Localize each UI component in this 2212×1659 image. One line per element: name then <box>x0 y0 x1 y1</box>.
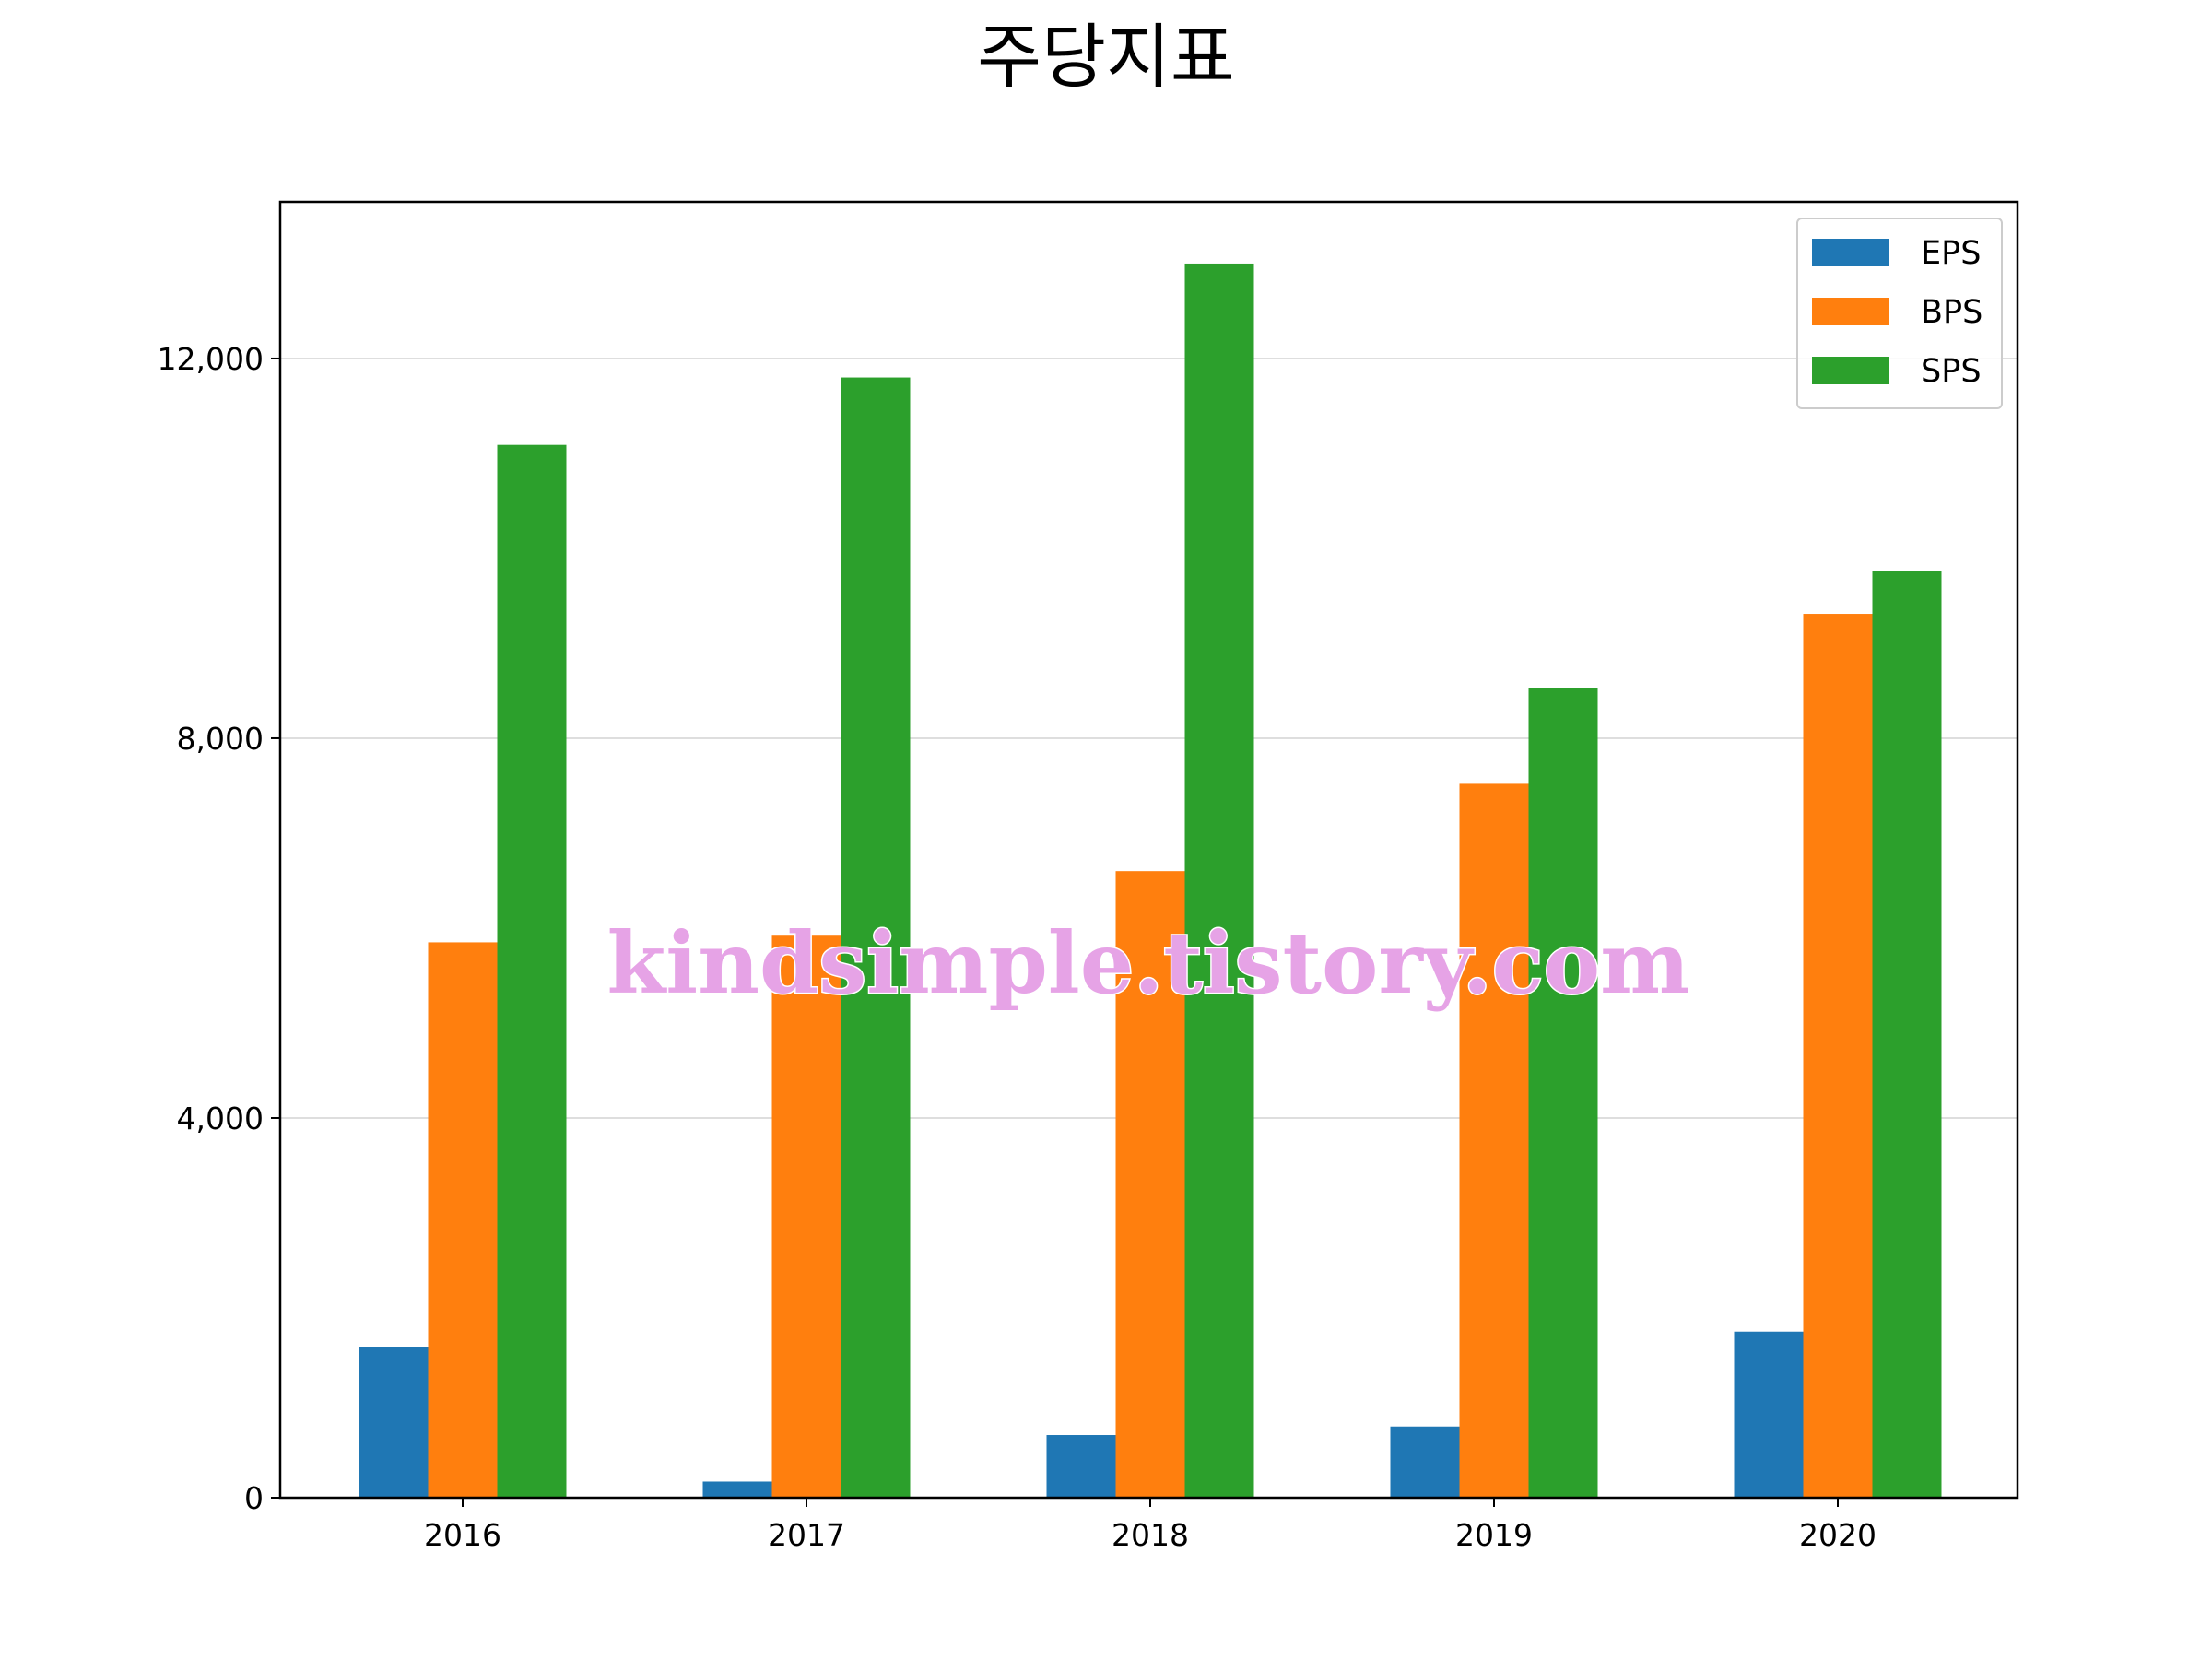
x-tick-label-2018: 2018 <box>1112 1517 1189 1553</box>
bar-bps-2017 <box>771 935 841 1498</box>
bar-sps-2019 <box>1528 688 1598 1498</box>
x-tick-label-2017: 2017 <box>768 1517 845 1553</box>
legend-swatch-sps <box>1812 357 1889 384</box>
y-tick-label-3: 12,000 <box>158 341 264 377</box>
bar-sps-2018 <box>1184 263 1254 1498</box>
y-tick-label-2: 8,000 <box>177 721 264 757</box>
bar-bps-2016 <box>428 942 498 1498</box>
bar-bps-2018 <box>1115 871 1185 1498</box>
x-tick-label-2020: 2020 <box>1799 1517 1877 1553</box>
bar-sps-2016 <box>497 444 567 1498</box>
legend-swatch-bps <box>1812 298 1889 325</box>
legend-label-bps: BPS <box>1921 294 1983 331</box>
axes: 0 4,000 8,000 12,000 2016 2017 2018 2019 2020 <box>158 200 2019 1553</box>
bar-eps-2016 <box>359 1347 429 1498</box>
bar-bps-2020 <box>1803 614 1873 1498</box>
bar-eps-2018 <box>1046 1435 1116 1498</box>
bars <box>359 263 1942 1498</box>
bar-eps-2020 <box>1734 1331 1804 1498</box>
y-tick-label-1: 4,000 <box>177 1100 264 1136</box>
x-tick-label-2019: 2019 <box>1455 1517 1533 1553</box>
watermark: kindsimple.tistory.com <box>606 913 1689 1013</box>
chart-title: 주당지표 <box>977 16 1235 98</box>
legend: EPS BPS SPS <box>1796 218 2003 409</box>
bar-eps-2019 <box>1390 1426 1460 1498</box>
legend-swatch-eps <box>1812 239 1889 266</box>
legend-label-sps: SPS <box>1921 353 1982 390</box>
legend-label-eps: EPS <box>1921 235 1981 272</box>
bar-sps-2017 <box>841 377 911 1498</box>
bar-sps-2020 <box>1872 571 1942 1498</box>
bar-bps-2019 <box>1459 783 1529 1498</box>
y-tick-label-0: 0 <box>244 1480 264 1516</box>
x-tick-label-2016: 2016 <box>424 1517 501 1553</box>
bar-eps-2017 <box>702 1481 772 1498</box>
plot-frame <box>278 200 2019 1500</box>
